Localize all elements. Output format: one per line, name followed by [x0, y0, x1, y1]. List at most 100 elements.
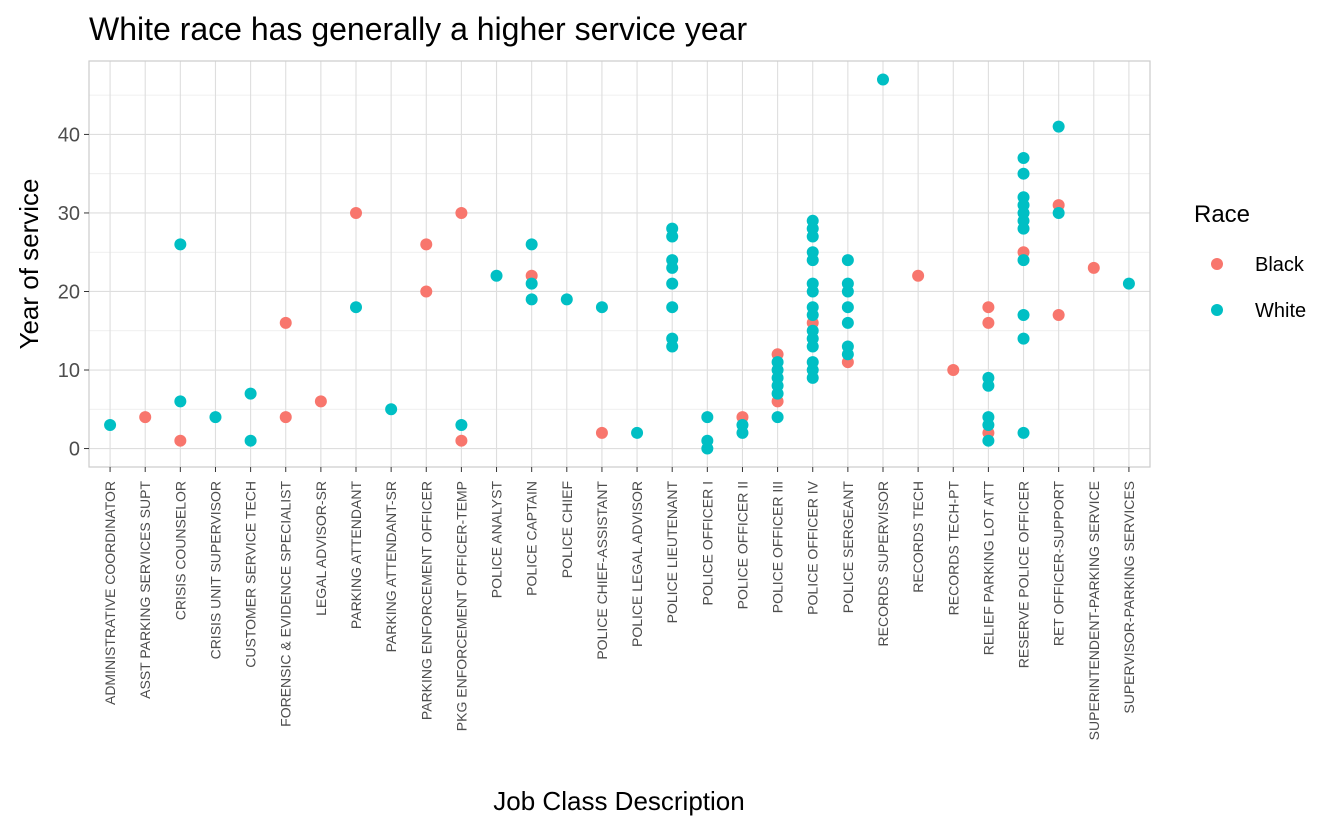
data-point-white	[1052, 120, 1065, 133]
data-point-white	[806, 230, 819, 243]
grid	[89, 61, 1150, 467]
data-point-white	[1017, 309, 1030, 322]
data-point-white	[174, 238, 187, 251]
data-point-white	[666, 261, 679, 274]
data-point-white	[736, 426, 749, 439]
y-axis-title: Year of service	[14, 178, 44, 349]
legend-label-black: Black	[1255, 254, 1305, 276]
x-tick-label: PARKING ENFORCEMENT OFFICER	[418, 481, 434, 720]
x-tick-label: ASST PARKING SERVICES SUPT	[137, 481, 153, 699]
data-point-black	[350, 206, 363, 219]
data-point-black	[1087, 261, 1100, 274]
data-point-black	[982, 301, 995, 314]
x-tick-label: POLICE OFFICER III	[770, 481, 786, 613]
x-tick-label: POLICE OFFICER I	[699, 481, 715, 605]
data-point-white	[841, 285, 854, 298]
data-point-white	[385, 403, 398, 416]
x-tick-label: POLICE CAPTAIN	[524, 481, 540, 596]
x-tick-label: RESERVE POLICE OFFICER	[1016, 481, 1032, 668]
x-tick-label: RET OFFICER-SUPPORT	[1051, 481, 1067, 647]
data-point-white	[244, 387, 257, 400]
data-point-white	[841, 316, 854, 329]
data-point-white	[350, 301, 363, 314]
plot-panel	[88, 60, 1151, 468]
x-tick-label: RECORDS TECH-PT	[945, 481, 961, 616]
data-point-black	[912, 269, 925, 282]
data-point-white	[1122, 277, 1135, 290]
data-point-white	[771, 411, 784, 424]
data-point-white	[525, 238, 538, 251]
data-point-white	[631, 426, 644, 439]
data-point-white	[1017, 426, 1030, 439]
data-point-black	[982, 316, 995, 329]
data-point-black	[455, 206, 468, 219]
x-tick-label: POLICE CHIEF	[559, 481, 575, 578]
data-point-white	[209, 411, 222, 424]
data-point-black	[420, 238, 433, 251]
legend-title: Race	[1194, 201, 1250, 228]
data-point-black	[455, 434, 468, 447]
y-tick-label: 30	[58, 203, 80, 225]
data-point-white	[982, 418, 995, 431]
x-tick-label: POLICE LEGAL ADVISOR	[629, 481, 645, 647]
data-point-white	[771, 387, 784, 400]
data-point-white	[806, 371, 819, 384]
x-tick-label: PARKING ATTENDANT	[348, 481, 364, 630]
data-point-black	[139, 411, 152, 424]
data-point-white	[701, 442, 714, 455]
x-tick-label: POLICE OFFICER IV	[805, 480, 821, 614]
data-point-white	[525, 293, 538, 306]
x-tick-label: ADMINISTRATIVE COORDINATOR	[102, 481, 118, 705]
chart-title: White race has generally a higher servic…	[89, 11, 747, 47]
x-tick-label: PARKING ATTENDANT-SR	[383, 481, 399, 652]
y-tick-label: 10	[58, 360, 80, 382]
x-tick-label: POLICE OFFICER II	[734, 481, 750, 609]
x-tick-label: FORENSIC & EVIDENCE SPECIALIST	[278, 481, 294, 727]
data-point-black	[279, 411, 292, 424]
data-point-white	[244, 434, 257, 447]
data-point-white	[1017, 222, 1030, 235]
data-point-white	[1017, 254, 1030, 267]
data-point-white	[876, 73, 889, 86]
x-tick-label: LEGAL ADVISOR-SR	[313, 481, 329, 616]
y-axis-ticks: 0 10 20 30 40	[58, 124, 89, 461]
x-tick-label: PKG ENFORCEMENT OFFICER-TEMP	[453, 481, 469, 731]
legend-label-white: White	[1255, 300, 1306, 322]
data-point-white	[701, 411, 714, 424]
x-tick-label: CUSTOMER SERVICE TECH	[243, 481, 259, 668]
data-point-white	[595, 301, 608, 314]
data-point-black	[595, 426, 608, 439]
data-point-white	[666, 301, 679, 314]
data-point-white	[490, 269, 503, 282]
x-tick-label: CRISIS UNIT SUPERVISOR	[207, 481, 223, 659]
x-tick-label: POLICE CHIEF-ASSISTANT	[594, 481, 610, 660]
x-tick-label: POLICE SERGEANT	[840, 481, 856, 614]
data-point-white	[525, 277, 538, 290]
data-point-white	[806, 285, 819, 298]
data-point-black	[947, 364, 960, 377]
legend: Race Black White	[1194, 201, 1306, 322]
legend-key-black	[1211, 258, 1223, 270]
data-point-black	[279, 316, 292, 329]
data-point-white	[806, 309, 819, 322]
y-tick-label: 20	[58, 281, 80, 303]
data-point-white	[1017, 332, 1030, 345]
data-point-white	[1052, 206, 1065, 219]
x-tick-label: RECORDS SUPERVISOR	[875, 481, 891, 646]
data-point-black	[420, 285, 433, 298]
data-point-white	[666, 277, 679, 290]
data-point-white	[1017, 167, 1030, 180]
data-point-white	[174, 395, 187, 408]
data-point-white	[666, 230, 679, 243]
data-point-white	[104, 418, 117, 431]
legend-key-white	[1211, 304, 1223, 316]
data-point-white	[455, 418, 468, 431]
data-point-black	[314, 395, 327, 408]
x-tick-label: CRISIS COUNSELOR	[172, 481, 188, 620]
data-point-white	[560, 293, 573, 306]
data-point-white	[841, 254, 854, 267]
x-axis-ticks: ADMINISTRATIVE COORDINATOR ASST PARKING S…	[102, 467, 1137, 740]
x-tick-label: POLICE ANALYST	[489, 481, 505, 599]
x-axis-title: Job Class Description	[493, 786, 744, 816]
